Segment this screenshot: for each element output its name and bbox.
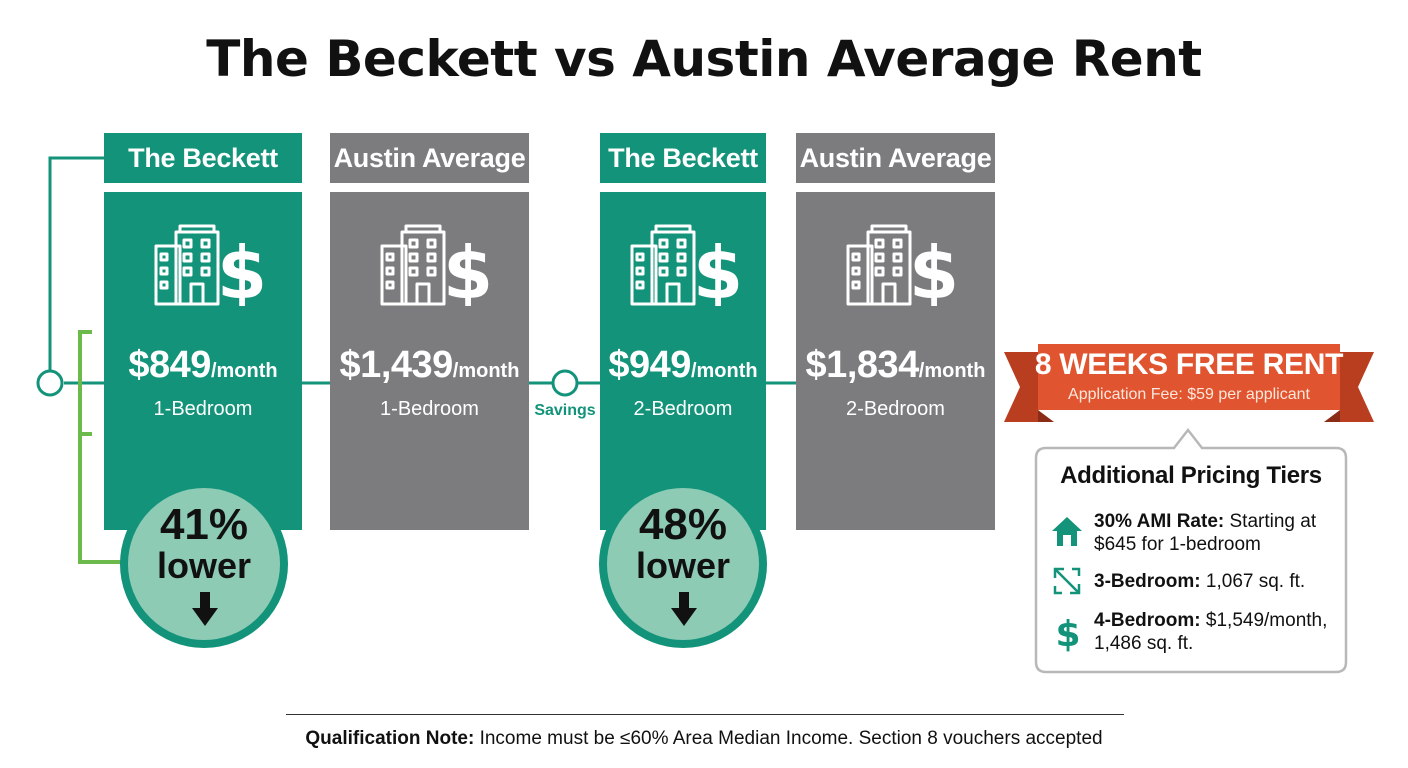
building-dollar-icon bbox=[152, 224, 264, 306]
price-label: $949/month bbox=[608, 344, 758, 386]
price-label: $1,439/month bbox=[339, 344, 520, 386]
bar-austin-2br: $1,834/month 2-Bedroom bbox=[796, 192, 995, 530]
price-label: $1,834/month bbox=[805, 344, 986, 386]
badge-percent: 48% bbox=[638, 500, 728, 549]
qualification-note: Qualification Note: Income must be ≤60% … bbox=[305, 728, 1103, 749]
arrow-down-icon bbox=[192, 592, 218, 626]
bar-austin-1br: $1,439/month 1-Bedroom bbox=[330, 192, 529, 530]
pricing-tiers-title: Additional Pricing Tiers bbox=[1060, 462, 1322, 489]
badge-label: lower bbox=[635, 545, 731, 586]
header-austin-2br: Austin Average bbox=[796, 133, 995, 183]
header-beckett-1br: The Beckett bbox=[104, 133, 302, 183]
header-austin-1br: Austin Average bbox=[330, 133, 529, 183]
building-dollar-icon bbox=[628, 224, 740, 306]
tier-item: 4-Bedroom: $1,549/month, 1,486 sq. ft. bbox=[1094, 610, 1328, 654]
badge-percent: 41% bbox=[159, 500, 249, 549]
promo-ribbon bbox=[1004, 344, 1374, 422]
bar-beckett-1br: $849/month 1-Bedroom bbox=[104, 192, 302, 530]
header-beckett-2br: The Beckett bbox=[600, 133, 766, 183]
savings-badge-2br: 48% lower bbox=[599, 480, 767, 648]
svg-text:$: $ bbox=[1055, 614, 1080, 652]
tier-item: 30% AMI Rate: Starting at $645 for 1-bed… bbox=[1094, 511, 1317, 555]
savings-label: Savings bbox=[534, 402, 596, 419]
footer-divider bbox=[286, 714, 1124, 715]
badge-label: lower bbox=[156, 545, 252, 586]
tier-item: 3-Bedroom: 1,067 sq. ft. bbox=[1094, 571, 1306, 592]
dollar-icon: $ bbox=[1055, 614, 1080, 652]
page-title: The Beckett vs Austin Average Rent bbox=[206, 30, 1202, 88]
bedroom-label: 1-Bedroom bbox=[380, 398, 479, 420]
promo-title: 8 WEEKS FREE RENT bbox=[1034, 348, 1344, 381]
pricing-tiers-box bbox=[1034, 427, 1348, 674]
building-dollar-icon bbox=[378, 224, 490, 306]
promo-subtitle: Application Fee: $59 per applicant bbox=[1068, 386, 1310, 403]
bar-beckett-2br: $949/month 2-Bedroom bbox=[600, 192, 766, 530]
bedroom-label: 2-Bedroom bbox=[633, 398, 733, 420]
expand-arrows-icon bbox=[1053, 567, 1081, 595]
bedroom-label: 1-Bedroom bbox=[153, 398, 253, 420]
arrow-down-icon bbox=[671, 592, 697, 626]
house-icon bbox=[1052, 517, 1082, 546]
building-dollar-icon bbox=[844, 224, 956, 306]
price-label: $849/month bbox=[128, 344, 278, 386]
bedroom-label: 2-Bedroom bbox=[846, 398, 945, 420]
savings-badge-1br: 41% lower bbox=[120, 480, 288, 648]
